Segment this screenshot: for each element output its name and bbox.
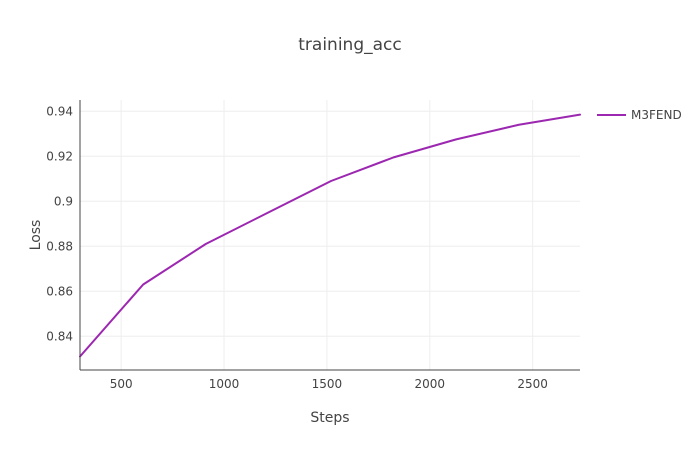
legend-label: M3FEND bbox=[631, 108, 682, 122]
series-line bbox=[79, 113, 581, 358]
y-tick-label: 0.88 bbox=[46, 239, 73, 253]
x-tick-labels: 500 1000 1500 2000 2500 bbox=[110, 377, 548, 391]
y-tick-label: 0.84 bbox=[46, 329, 73, 343]
x-tick-label: 1000 bbox=[209, 377, 240, 391]
y-tick-label: 0.94 bbox=[46, 104, 73, 118]
x-tick-label: 2500 bbox=[517, 377, 548, 391]
y-tick-label: 0.9 bbox=[54, 194, 73, 208]
axes bbox=[79, 100, 580, 371]
legend: M3FEND bbox=[597, 108, 682, 122]
y-tick-label: 0.92 bbox=[46, 149, 73, 163]
x-axis-title: Steps bbox=[310, 410, 349, 426]
chart-title: training_acc bbox=[298, 35, 401, 55]
y-tick-label: 0.86 bbox=[46, 284, 73, 298]
grid bbox=[80, 100, 580, 370]
x-tick-label: 2000 bbox=[415, 377, 446, 391]
x-tick-label: 500 bbox=[110, 377, 133, 391]
y-tick-labels: 0.84 0.86 0.88 0.9 0.92 0.94 bbox=[46, 104, 73, 343]
y-axis-title: Loss bbox=[28, 220, 44, 251]
x-tick-label: 1500 bbox=[312, 377, 343, 391]
series-layer bbox=[79, 113, 581, 358]
